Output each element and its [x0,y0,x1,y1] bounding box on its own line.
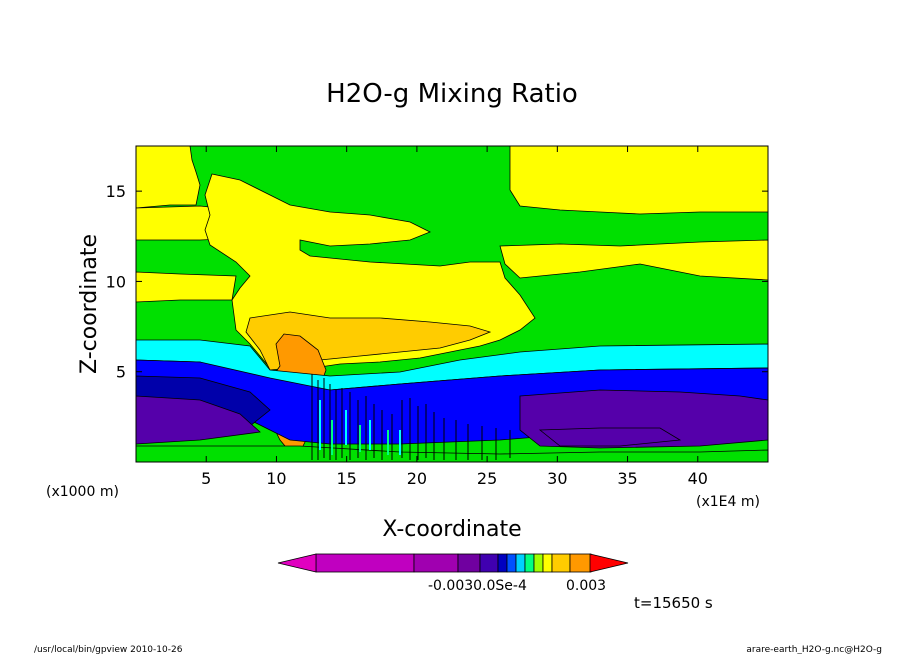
x-unit-left: (x1000 m) [46,484,119,500]
x-axis: 5 10 15 20 25 30 35 40 [201,146,708,488]
x-tick-label: 10 [266,469,286,488]
colorbar-segment [551,553,571,573]
region-purple-left [136,395,261,445]
region-yellow-band-lowleft [136,271,237,303]
y-tick-label: 10 [106,272,126,291]
plot-frame [135,145,769,463]
x-axis-label: X-coordinate [382,517,521,542]
colorbar-segment [524,553,535,573]
colorbar-segment [497,553,508,573]
x-tick-label: 5 [201,469,211,488]
colorbar-label-max: 0.003 [566,578,606,594]
region-yellow-band-right [499,239,768,281]
x-tick-label: 25 [477,469,497,488]
colorbar-arrow-right [589,553,629,573]
y-axis-label: Z-coordinate [77,234,102,374]
colorbar-segment [479,553,499,573]
footer-left: /usr/local/bin/gpview 2010-10-26 [34,645,183,654]
y-tick-label: 15 [106,182,126,201]
x-unit-right: (x1E4 m) [696,494,760,510]
region-yellow-top-right [509,146,768,215]
colorbar [277,553,629,573]
footer-right: arare-earth_H2O-g.nc@H2O-g [746,645,882,654]
colorbar-segment [315,553,415,573]
colorbar-label-overlap: -0.0030.0Se-4 [428,578,527,594]
region-yellow-top-left [136,146,201,209]
convective-noise [311,374,511,460]
colorbar-segment [569,553,592,573]
convective-colors [319,400,401,455]
x-tick-label: 35 [617,469,637,488]
time-label: t=15650 s [634,594,713,612]
x-tick-label: 30 [547,469,567,488]
colorbar-segment [413,553,459,573]
colorbar-arrow-left [277,553,317,573]
y-axis: 5 10 15 [106,182,768,382]
x-tick-label: 20 [407,469,427,488]
colorbar-segment [457,553,481,573]
region-purple-inner [538,427,682,447]
colorbar-segment [542,553,553,573]
colorbar-segment [506,553,517,573]
chart-title: H2O-g Mixing Ratio [326,79,578,109]
x-tick-label: 15 [336,469,356,488]
colorbar-segment [515,553,526,573]
colorbar-segment [533,553,544,573]
y-tick-label: 5 [116,363,126,382]
x-tick-label: 40 [688,469,708,488]
plot-area [135,145,769,463]
region-purple-right [519,389,768,449]
